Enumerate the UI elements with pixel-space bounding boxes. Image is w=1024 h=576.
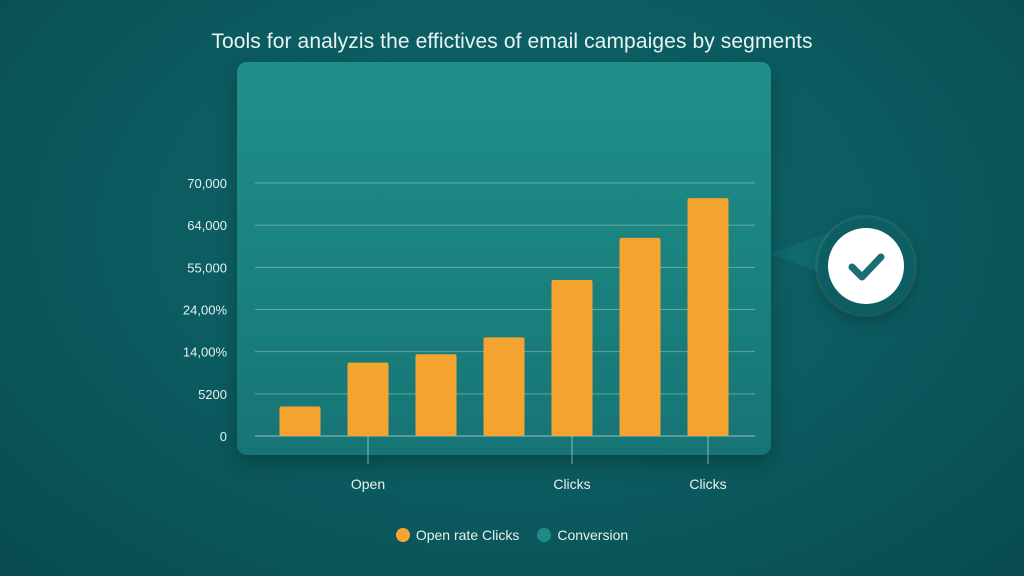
bar xyxy=(347,362,389,436)
bar xyxy=(687,198,729,436)
bar xyxy=(619,237,661,436)
legend-item-open-rate: Open rate Clicks xyxy=(395,527,520,543)
x-tick-label: Open xyxy=(351,476,385,492)
chart-title: Tools for analyzis the effictives of ema… xyxy=(211,30,813,53)
legend-label: Open rate Clicks xyxy=(415,527,520,543)
y-tick-label: 55,000 xyxy=(187,260,227,275)
y-tick-label: 0 xyxy=(220,429,227,444)
checkmark-icon xyxy=(848,253,885,281)
check-circle-inner xyxy=(828,228,904,304)
legend-swatch xyxy=(537,528,552,542)
y-tick-label: 70,000 xyxy=(187,176,227,191)
x-tick-label: Clicks xyxy=(689,476,726,492)
legend-swatch xyxy=(395,528,410,542)
legend-item-conversion: Conversion xyxy=(537,527,628,543)
bar xyxy=(279,406,321,436)
bar xyxy=(483,337,525,436)
legend-label: Conversion xyxy=(557,527,629,543)
y-tick-label: 5200 xyxy=(198,387,227,402)
chart-panel: 0 5200 14,00% 24,00% 55,000 64,000 70,000 Open C… xyxy=(183,62,771,492)
bar xyxy=(551,279,593,436)
chart-legend: Open rate Clicks Conversion xyxy=(0,527,1024,543)
x-tick-label: Clicks xyxy=(553,476,590,492)
bar xyxy=(415,354,457,436)
y-tick-label: 24,00% xyxy=(183,303,228,318)
bar-chart: 0 5200 14,00% 24,00% 55,000 64,000 70,000 Open C… xyxy=(183,176,755,492)
y-tick-label: 64,000 xyxy=(187,218,227,233)
check-circle-icon xyxy=(818,218,914,314)
y-tick-label: 14,00% xyxy=(183,345,228,360)
